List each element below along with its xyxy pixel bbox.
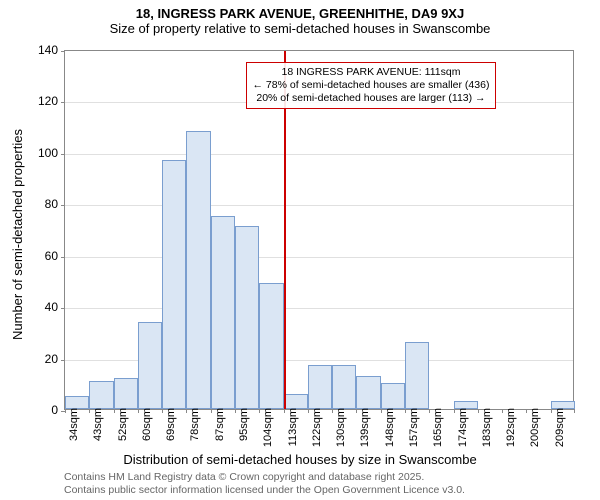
histogram-bar: [162, 160, 186, 409]
footer-attribution: Contains HM Land Registry data © Crown c…: [64, 471, 465, 496]
xtick-label: 78sqm: [189, 408, 201, 453]
ytick-mark: [61, 360, 65, 361]
histogram-bar: [332, 365, 356, 409]
xtick-mark: [454, 409, 455, 413]
xtick-label: 157sqm: [408, 408, 420, 453]
ytick-label: 0: [18, 403, 58, 417]
xtick-label: 183sqm: [481, 408, 493, 453]
grid-line: [65, 257, 573, 258]
xtick-mark: [502, 409, 503, 413]
x-axis-label: Distribution of semi-detached houses by …: [0, 452, 600, 467]
xtick-mark: [186, 409, 187, 413]
ytick-label: 40: [18, 300, 58, 314]
histogram-bar: [405, 342, 429, 409]
xtick-mark: [332, 409, 333, 413]
xtick-mark: [114, 409, 115, 413]
xtick-mark: [429, 409, 430, 413]
histogram-bar: [138, 322, 162, 409]
xtick-mark: [211, 409, 212, 413]
histogram-bar: [308, 365, 332, 409]
histogram-bar: [89, 381, 113, 409]
annotation-line: ← 78% of semi-detached houses are smalle…: [253, 79, 490, 92]
xtick-label: 104sqm: [262, 408, 274, 453]
grid-line: [65, 154, 573, 155]
histogram-bar: [259, 283, 283, 409]
xtick-mark: [405, 409, 406, 413]
ytick-mark: [61, 154, 65, 155]
ytick-label: 140: [18, 43, 58, 57]
xtick-mark: [284, 409, 285, 413]
xtick-mark: [235, 409, 236, 413]
ytick-mark: [61, 205, 65, 206]
xtick-mark: [551, 409, 552, 413]
xtick-mark: [381, 409, 382, 413]
footer-line: Contains HM Land Registry data © Crown c…: [64, 471, 465, 484]
xtick-label: 130sqm: [335, 408, 347, 453]
chart-title: 18, INGRESS PARK AVENUE, GREENHITHE, DA9…: [0, 0, 600, 21]
xtick-mark: [574, 409, 575, 413]
ytick-label: 100: [18, 146, 58, 160]
chart-subtitle: Size of property relative to semi-detach…: [0, 21, 600, 36]
ytick-label: 80: [18, 197, 58, 211]
footer-line: Contains public sector information licen…: [64, 484, 465, 497]
xtick-label: 34sqm: [68, 408, 80, 453]
xtick-mark: [138, 409, 139, 413]
xtick-label: 122sqm: [311, 408, 323, 453]
xtick-label: 174sqm: [457, 408, 469, 453]
ytick-mark: [61, 102, 65, 103]
xtick-mark: [162, 409, 163, 413]
ytick-mark: [61, 257, 65, 258]
xtick-label: 192sqm: [505, 408, 517, 453]
chart-container: 18, INGRESS PARK AVENUE, GREENHITHE, DA9…: [0, 0, 600, 500]
xtick-mark: [526, 409, 527, 413]
xtick-label: 95sqm: [238, 408, 250, 453]
xtick-label: 52sqm: [117, 408, 129, 453]
annotation-box: 18 INGRESS PARK AVENUE: 111sqm← 78% of s…: [246, 62, 497, 109]
xtick-label: 209sqm: [554, 408, 566, 453]
xtick-label: 69sqm: [165, 408, 177, 453]
annotation-line: 18 INGRESS PARK AVENUE: 111sqm: [253, 66, 490, 79]
histogram-bar: [284, 394, 308, 409]
xtick-label: 87sqm: [214, 408, 226, 453]
ytick-label: 20: [18, 352, 58, 366]
annotation-line: 20% of semi-detached houses are larger (…: [253, 92, 490, 105]
histogram-bar: [356, 376, 380, 409]
xtick-mark: [65, 409, 66, 413]
xtick-mark: [89, 409, 90, 413]
histogram-bar: [186, 131, 210, 409]
xtick-label: 165sqm: [432, 408, 444, 453]
plot-area: 18 INGRESS PARK AVENUE: 111sqm← 78% of s…: [64, 50, 574, 410]
grid-line: [65, 308, 573, 309]
histogram-bar: [235, 226, 259, 409]
xtick-label: 43sqm: [92, 408, 104, 453]
histogram-bar: [211, 216, 235, 409]
xtick-mark: [478, 409, 479, 413]
xtick-label: 139sqm: [359, 408, 371, 453]
xtick-mark: [259, 409, 260, 413]
ytick-label: 60: [18, 249, 58, 263]
xtick-label: 200sqm: [529, 408, 541, 453]
xtick-mark: [356, 409, 357, 413]
ytick-mark: [61, 51, 65, 52]
xtick-mark: [308, 409, 309, 413]
grid-line: [65, 205, 573, 206]
ytick-mark: [61, 308, 65, 309]
histogram-bar: [381, 383, 405, 409]
ytick-label: 120: [18, 94, 58, 108]
xtick-label: 60sqm: [141, 408, 153, 453]
xtick-label: 113sqm: [287, 408, 299, 453]
histogram-bar: [114, 378, 138, 409]
xtick-label: 148sqm: [384, 408, 396, 453]
